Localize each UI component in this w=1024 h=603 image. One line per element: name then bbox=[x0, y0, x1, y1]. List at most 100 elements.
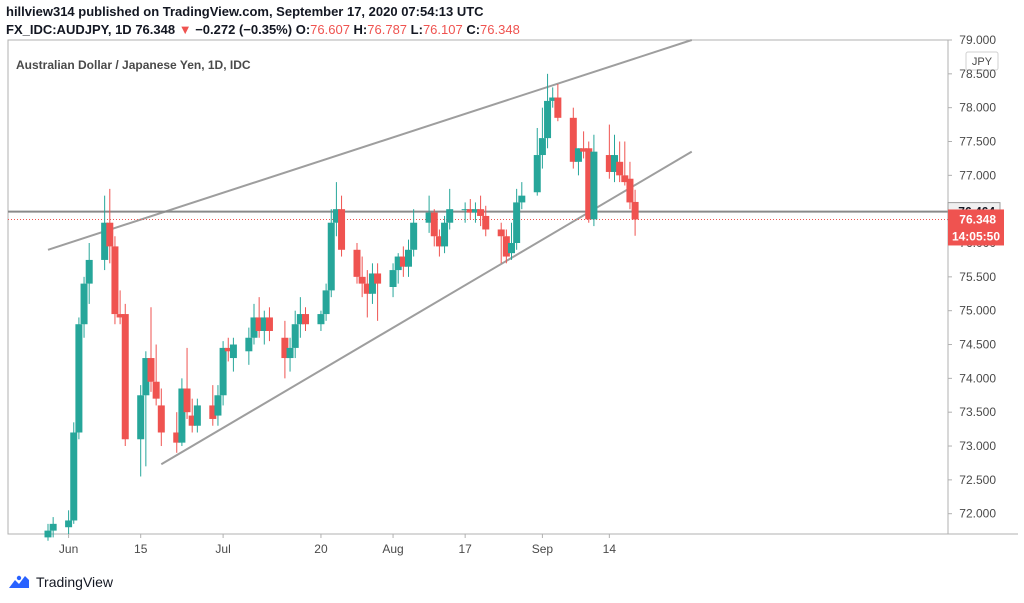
plot-frame bbox=[7, 39, 949, 535]
candle-body bbox=[585, 148, 593, 220]
candle-body bbox=[157, 405, 165, 433]
candle-body bbox=[70, 432, 78, 521]
candle-body bbox=[214, 395, 222, 416]
time-tick-label: 14 bbox=[603, 542, 617, 556]
price-tick-label: 77.000 bbox=[959, 168, 996, 182]
candle-body bbox=[224, 347, 232, 352]
candle-body bbox=[441, 222, 449, 247]
price-tick-label: 75.500 bbox=[959, 270, 996, 284]
candle-body bbox=[183, 388, 191, 413]
candle-body bbox=[85, 259, 93, 284]
candle-body bbox=[410, 222, 418, 250]
candle-body bbox=[260, 317, 268, 331]
candle-body bbox=[111, 246, 119, 315]
candle-body bbox=[65, 520, 73, 528]
candle-body bbox=[611, 155, 618, 172]
price-tick-label: 77.500 bbox=[959, 135, 996, 149]
time-tick-label: 20 bbox=[314, 542, 328, 556]
tradingview-logo-icon bbox=[9, 575, 29, 588]
candle-body bbox=[508, 243, 515, 254]
candle-body bbox=[265, 317, 273, 331]
publish-text: hillview314 published on TradingView.com… bbox=[6, 4, 484, 19]
brand-label: TradingView bbox=[36, 574, 114, 590]
low-value: 76.107 bbox=[422, 22, 463, 37]
candle-body bbox=[250, 317, 258, 338]
candle-body bbox=[229, 344, 237, 359]
candle-body bbox=[580, 148, 588, 152]
candle-body bbox=[513, 202, 521, 244]
high-value: 76.787 bbox=[367, 22, 408, 37]
time-tick-label: Jul bbox=[215, 542, 230, 556]
candle-body bbox=[405, 249, 412, 267]
candle-body bbox=[477, 209, 485, 216]
candle-body bbox=[296, 314, 304, 325]
price-tick-label: 73.000 bbox=[959, 439, 996, 453]
time-axis: Jun 15 Jul 20 Aug 17 Sep 14 bbox=[59, 534, 616, 556]
candle-body bbox=[281, 337, 289, 359]
candle-body bbox=[538, 138, 546, 156]
candle-body bbox=[286, 347, 294, 359]
price-tick-label: 74.500 bbox=[959, 338, 996, 352]
candle-body bbox=[353, 249, 361, 277]
last-price: 76.348 bbox=[135, 22, 176, 37]
candle-body bbox=[137, 395, 145, 440]
candle-body bbox=[399, 256, 407, 267]
candle-body bbox=[518, 195, 526, 203]
candle-body bbox=[389, 270, 397, 287]
tradingview-logo[interactable]: TradingView bbox=[8, 574, 113, 590]
time-tick-label: Sep bbox=[532, 542, 554, 556]
time-tick-label: 15 bbox=[134, 542, 148, 556]
candle-body bbox=[209, 405, 217, 419]
candle-body bbox=[49, 523, 57, 531]
candle-body bbox=[188, 415, 196, 426]
candle-body bbox=[461, 209, 469, 211]
last-price-text: 76.348 bbox=[959, 212, 996, 226]
candle-body bbox=[435, 236, 443, 247]
candles-layer bbox=[44, 73, 639, 541]
time-tick-label: Aug bbox=[382, 542, 403, 556]
last-price-tag bbox=[948, 209, 1004, 246]
candle-body bbox=[502, 236, 510, 257]
candle-body bbox=[80, 283, 88, 325]
candle-body bbox=[626, 178, 634, 203]
candle-body bbox=[291, 324, 299, 348]
publish-line: hillview314 published on TradingView.com… bbox=[6, 4, 484, 19]
candle-body bbox=[471, 209, 479, 213]
chart-title: Australian Dollar / Japanese Yen, 1D, ID… bbox=[16, 58, 251, 72]
candle-body bbox=[554, 97, 562, 118]
price-tick-label: 75.000 bbox=[959, 304, 996, 318]
candle-body bbox=[317, 314, 325, 325]
candle-body bbox=[544, 100, 552, 139]
candle-body bbox=[430, 212, 438, 237]
candle-body bbox=[332, 209, 340, 223]
candle-body bbox=[394, 256, 402, 271]
candle-body bbox=[147, 358, 155, 382]
low-label: L: bbox=[410, 22, 423, 37]
candle-body bbox=[605, 155, 613, 172]
ohlc-header: FX_IDC:AUDJPY, 1D 76.348 ▼ −0.272 (−0.35… bbox=[6, 22, 520, 37]
candle-body bbox=[549, 97, 557, 101]
symbol-label: FX_IDC:AUDJPY, 1D bbox=[6, 22, 132, 37]
candle-body bbox=[631, 201, 639, 220]
candle-body bbox=[425, 212, 433, 223]
price-axis: 72.000 72.500 73.000 73.500 74.000 74.500 75.0… bbox=[948, 33, 996, 521]
candle-body bbox=[368, 273, 376, 294]
open-label: O: bbox=[295, 22, 311, 37]
candle-body bbox=[621, 175, 629, 183]
candle-body bbox=[569, 117, 577, 162]
candle-body bbox=[574, 148, 582, 162]
candle-body bbox=[44, 530, 52, 538]
candle-body bbox=[75, 324, 83, 433]
change-value: −0.272 (−0.35%) bbox=[195, 22, 293, 37]
candle-body bbox=[121, 314, 129, 440]
candle-body bbox=[173, 432, 181, 443]
currency-badge[interactable] bbox=[965, 51, 999, 71]
candle-body bbox=[152, 381, 160, 399]
candle-body bbox=[106, 222, 114, 247]
candle-body bbox=[142, 358, 150, 396]
time-tick-label: 17 bbox=[458, 542, 472, 556]
price-tick-label: 79.000 bbox=[959, 33, 996, 47]
trendline bbox=[47, 39, 693, 251]
